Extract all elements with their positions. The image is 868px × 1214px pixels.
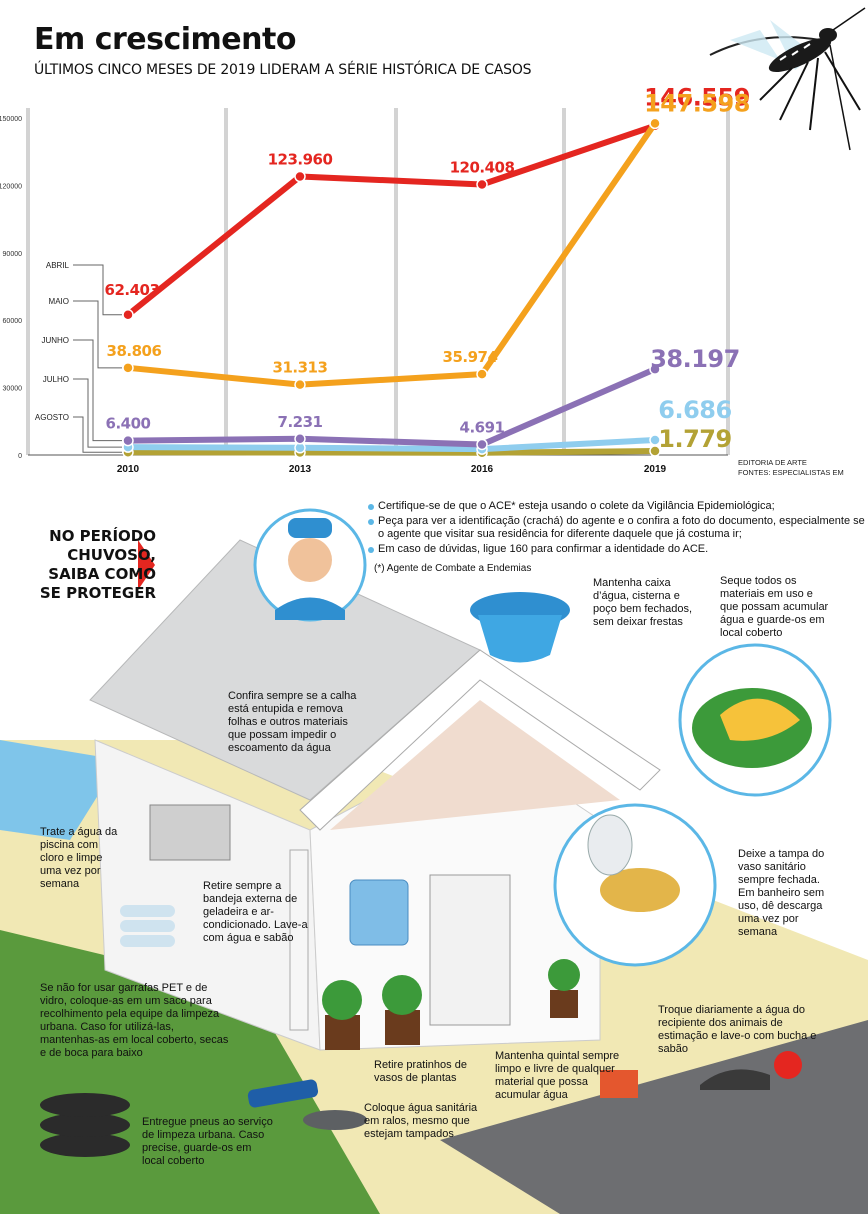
alert-line-3: SAIBA COMO	[48, 565, 156, 583]
series-line-agosto	[125, 448, 658, 456]
legend-label-julho: JULHO	[43, 375, 69, 384]
legend-leader-line	[73, 378, 122, 448]
tip-caixa-dagua: Mantenha caixa d’água, cisterna e poço b…	[593, 577, 693, 628]
data-label: 1.779	[658, 425, 731, 453]
y-tick-label: 150000	[0, 116, 22, 123]
legend-label-maio: MAIO	[49, 297, 69, 306]
tip-pneus: Entregue pneus ao serviço de limpeza urb…	[142, 1116, 273, 1167]
alert-line-1: NO PERÍODO	[49, 527, 156, 545]
bullet-dot-icon	[368, 519, 374, 525]
house-illustration	[0, 478, 868, 1214]
bullet-dot-icon	[368, 547, 374, 553]
tip-ralos: Coloque água sanitária em ralos, mesmo q…	[364, 1102, 478, 1140]
ace-item-text: Em caso de dúvidas, ligue 160 para confi…	[378, 543, 709, 555]
y-tick-label: 120000	[0, 183, 22, 190]
tip-calha: Confira sempre se a calha está entupida …	[228, 690, 357, 754]
bullet-dot-icon	[368, 504, 374, 510]
tip-pratinhos: Retire pratinhos de vasos de plantas	[374, 1059, 467, 1084]
data-label: 31.313	[273, 359, 328, 377]
y-tick-label: 0	[18, 453, 22, 460]
series-line-maio	[125, 120, 658, 388]
page-title: Em crescimento	[34, 22, 296, 57]
alert-line-4: SE PROTEGER	[39, 584, 156, 602]
legend-leader-line	[73, 264, 122, 316]
data-label: 35.974	[443, 348, 498, 366]
tip-piscina: Trate a água da piscina com cloro e limp…	[40, 826, 118, 890]
data-label: 6.686	[658, 396, 731, 424]
series-line-julho	[125, 436, 658, 453]
legend-label-agosto: AGOSTO	[35, 413, 69, 422]
legend-leader-line	[73, 300, 122, 369]
line-chart: 0 30000 60000 90000 120000 150000 2010 2013 2016…	[0, 84, 750, 475]
tip-vaso-sanitario: Deixe a tampa do vaso sanitário sempre f…	[738, 848, 825, 938]
ace-item-text: Certifique-se de que o ACE* esteja usand…	[378, 500, 775, 512]
y-tick-label: 90000	[3, 251, 23, 258]
series-line-abril	[125, 122, 658, 318]
data-label: 146.559	[644, 84, 750, 112]
series-line-junho	[125, 366, 658, 448]
data-point	[122, 434, 134, 447]
tip-bandeja: Retire sempre a bandeja externa de gelad…	[203, 880, 308, 944]
data-point	[294, 378, 306, 391]
data-point	[476, 368, 488, 380]
data-point	[476, 438, 488, 451]
mosquito-illustration	[709, 7, 866, 151]
page-subtitle: ÚLTIMOS CINCO MESES DE 2019 LIDERAM A SÉ…	[34, 62, 532, 78]
data-point	[649, 434, 661, 446]
y-tick-label: 30000	[3, 386, 23, 393]
data-label: 38.197	[650, 345, 740, 373]
data-point	[294, 433, 306, 445]
data-point	[649, 445, 661, 457]
data-point	[476, 178, 488, 191]
tip-garrafas: Se não for usar garrafas PET e de vidro,…	[40, 982, 229, 1059]
alert-line-2: CHUVOSO,	[67, 546, 156, 564]
ace-item: Certifique-se de que o ACE* esteja usand…	[368, 500, 866, 513]
data-point	[649, 117, 661, 130]
data-point	[294, 170, 306, 183]
ace-guidance-list: Certifique-se de que o ACE* esteja usand…	[368, 500, 866, 558]
data-label: 147.598	[644, 89, 750, 117]
data-label: 38.806	[107, 342, 162, 360]
x-tick-label: 2019	[644, 464, 667, 475]
ace-item: Em caso de dúvidas, ligue 160 para confi…	[368, 543, 866, 556]
x-tick-label: 2013	[289, 464, 312, 475]
data-label: 6.400	[106, 415, 151, 433]
data-point	[649, 363, 661, 375]
data-point	[122, 362, 134, 374]
data-label: 123.960	[268, 151, 333, 169]
legend-leader-line	[73, 416, 122, 453]
legend-label-junho: JUNHO	[41, 336, 69, 345]
credits-line-1: EDITORIA DE ARTE	[738, 458, 807, 467]
data-label: 7.231	[278, 413, 323, 431]
legend-leader-line	[73, 339, 122, 442]
data-point	[122, 309, 134, 321]
x-tick-label: 2016	[471, 464, 494, 475]
alert-heading: NO PERÍODO CHUVOSO, SAIBA COMO SE PROTEG…	[36, 527, 156, 603]
tip-seque-materiais: Seque todos os materiais em uso e que po…	[720, 575, 829, 639]
tip-quintal: Mantenha quintal sempre limpo e livre de…	[495, 1050, 620, 1101]
y-tick-label: 60000	[3, 318, 23, 325]
ace-item: Peça para ver a identificação (crachá) d…	[368, 515, 866, 541]
ace-footnote: (*) Agente de Combate a Endemias	[374, 563, 532, 574]
data-label: 62.403	[105, 281, 160, 299]
data-label: 4.691	[460, 418, 505, 436]
x-tick-label: 2010	[117, 464, 140, 475]
tip-animais: Troque diariamente a água do recipiente …	[658, 1004, 817, 1055]
legend-label-abril: ABRIL	[46, 261, 70, 270]
ace-item-text: Peça para ver a identificação (crachá) d…	[378, 515, 865, 540]
data-label: 120.408	[450, 158, 515, 176]
